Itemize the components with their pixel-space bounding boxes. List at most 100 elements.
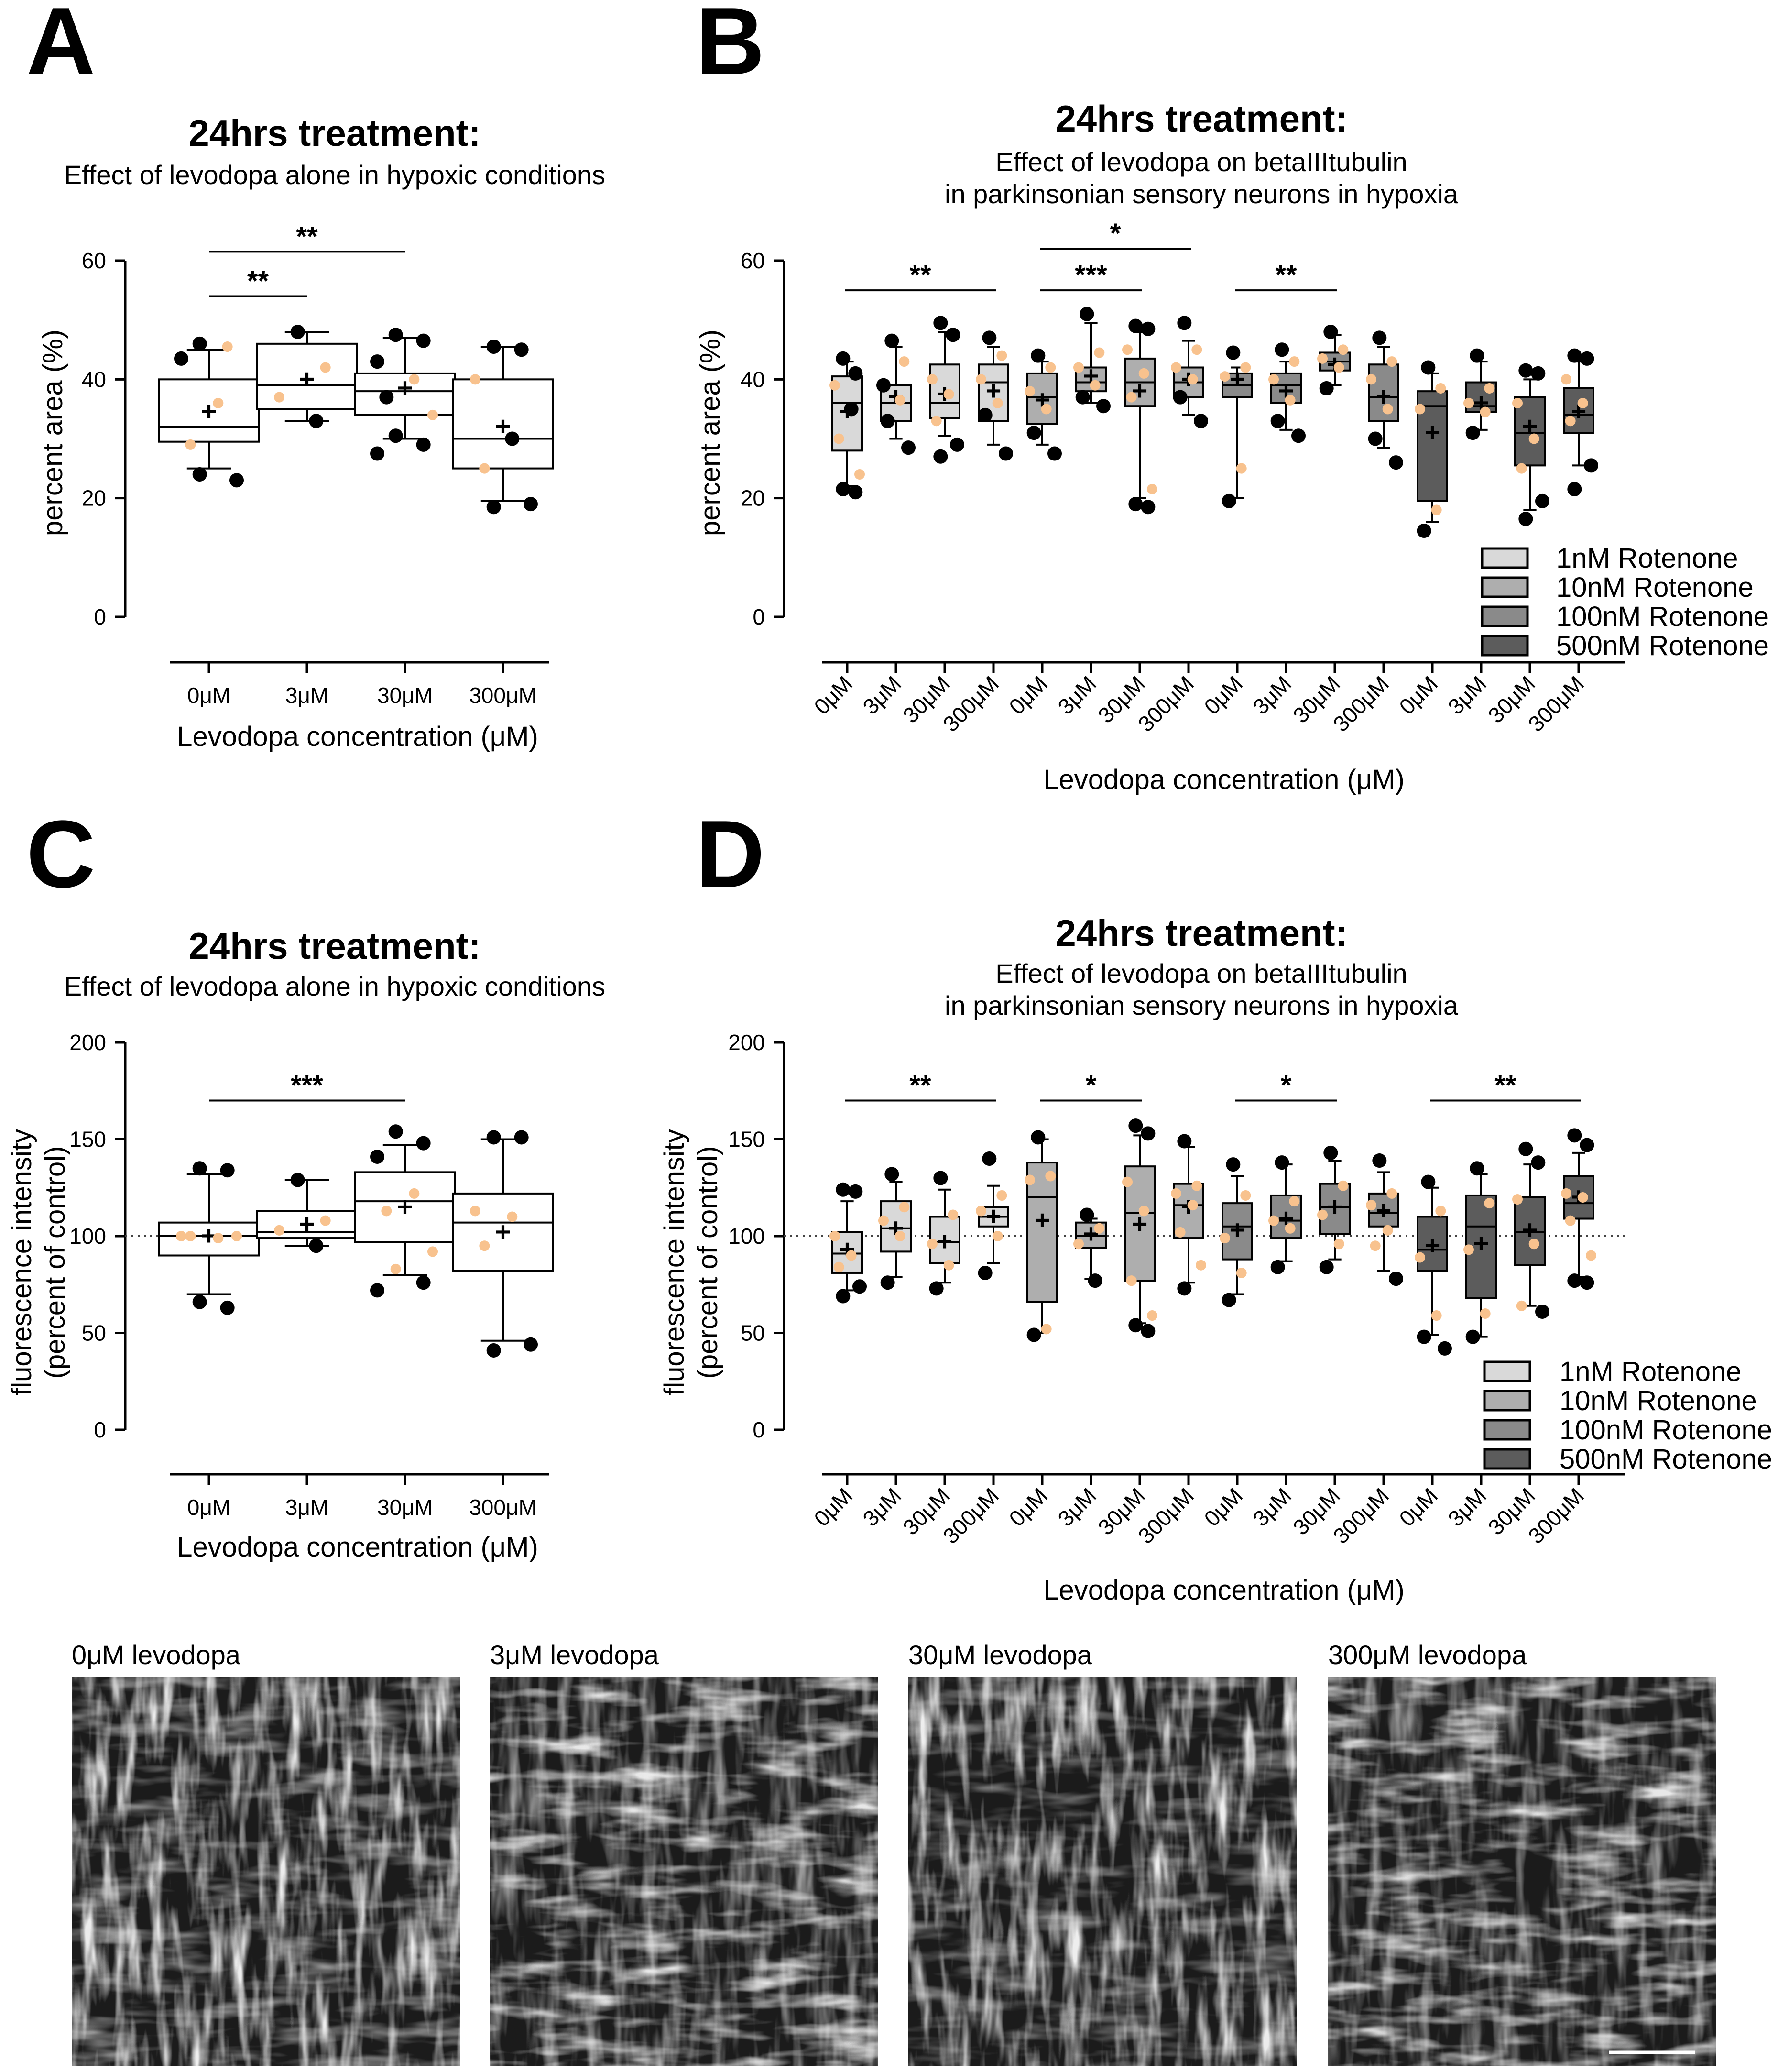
panel-letter-b: B xyxy=(696,0,764,95)
chart-b-data-point xyxy=(1090,380,1101,391)
chart-b-x-tick-label: 300μM xyxy=(1133,671,1199,736)
chart-d-data-point xyxy=(1366,1200,1376,1211)
chart-d-data-point xyxy=(1516,1300,1527,1311)
chart-c-data-point xyxy=(185,1231,196,1241)
chart-b-data-point xyxy=(1047,446,1062,461)
chart-d-data-point xyxy=(848,1184,863,1199)
chart-b-data-point xyxy=(1580,351,1594,366)
chart-c-data-point xyxy=(309,1239,324,1253)
chart-b-legend-label-2: 10nM Rotenone xyxy=(1556,572,1754,603)
micrograph-3 xyxy=(908,1677,1297,2066)
chart-d-data-point xyxy=(976,1206,986,1217)
chart-b-data-point xyxy=(829,380,840,391)
chart-d-data-point xyxy=(1480,1308,1491,1319)
chart-d-data-point xyxy=(992,1231,1003,1241)
chart-d-data-point xyxy=(1080,1207,1094,1222)
chart-b-legend-label-4: 500nM Rotenone xyxy=(1556,630,1769,661)
chart-b-data-point xyxy=(1041,404,1052,415)
chart-c-box xyxy=(452,1192,554,1272)
chart-a-data-point xyxy=(486,340,501,354)
chart-a-data-point xyxy=(309,414,324,428)
chart-c-data-point xyxy=(486,1343,501,1358)
chart-b-legend-swatch-4 xyxy=(1481,635,1529,657)
chart-b-data-point xyxy=(1080,307,1094,321)
chart-b-significance-label: * xyxy=(1110,218,1121,249)
chart-d-data-point xyxy=(1535,1304,1549,1319)
chart-d-y-tick-label: 200 xyxy=(728,1030,765,1055)
chart-d-data-point xyxy=(996,1190,1007,1201)
chart-b-y-tick-label: 20 xyxy=(741,486,765,511)
chart-b-data-point xyxy=(1141,321,1156,336)
chart-c-data-point xyxy=(416,1136,431,1151)
micrograph-title-4: 300μM levodopa xyxy=(1328,1640,1527,1670)
chart-d-data-point xyxy=(1531,1155,1546,1170)
chart-d-legend-swatch-2 xyxy=(1483,1390,1531,1412)
chart-d-y-tick-label: 100 xyxy=(728,1224,765,1249)
chart-b-data-point xyxy=(1045,362,1056,373)
chart-c-mean-marker: + xyxy=(495,1217,511,1247)
chart-b-y-tick-label: 0 xyxy=(753,604,765,629)
chart-d-data-point xyxy=(829,1231,840,1241)
chart-b-data-point xyxy=(1567,482,1582,497)
chart-d-data-point xyxy=(1073,1239,1084,1250)
chart-b-data-point xyxy=(1031,348,1046,363)
chart-b-data-point xyxy=(950,437,964,452)
chart-a-mean-marker: + xyxy=(299,363,315,394)
chart-c-data-point xyxy=(192,1161,207,1176)
chart-d-data-point xyxy=(884,1167,899,1182)
chart-d-data-point xyxy=(1370,1240,1381,1251)
chart-a-y-tick-label: 40 xyxy=(82,367,106,392)
chart-d-data-point xyxy=(1417,1329,1431,1344)
chart-d-data-point xyxy=(1415,1252,1425,1263)
chart-d-y-label-line-1: fluorescence intensity xyxy=(659,1129,690,1396)
chart-b-data-point xyxy=(1512,398,1523,408)
micrograph-1 xyxy=(72,1677,460,2066)
chart-b-x-tick-label: 3μM xyxy=(1443,671,1491,719)
chart-b-box xyxy=(1368,363,1399,422)
chart-c-data-point xyxy=(524,1337,538,1352)
chart-d-legend-swatch-1 xyxy=(1483,1360,1531,1382)
chart-d-mean-marker: + xyxy=(1035,1205,1050,1235)
chart-a-data-point xyxy=(320,362,331,373)
chart-c-data-point xyxy=(176,1231,186,1241)
chart-c: 24hrs treatment: Effect of levodopa alon… xyxy=(6,925,605,1563)
chart-c-mean-marker: + xyxy=(299,1209,315,1239)
chart-b-data-point xyxy=(1073,362,1084,373)
chart-b-legend-swatch-2 xyxy=(1481,576,1529,598)
chart-b-data-point xyxy=(1470,348,1484,363)
chart-d-data-point xyxy=(1561,1188,1571,1199)
chart-d-data-point xyxy=(836,1289,851,1304)
chart-a-data-point xyxy=(185,439,196,450)
chart-c-y-tick-label: 100 xyxy=(69,1224,106,1249)
chart-d-legend: 1nM Rotenone 10nM Rotenone 100nM Rotenon… xyxy=(1483,1356,1772,1475)
chart-d-data-point xyxy=(1275,1155,1289,1170)
chart-d-data-point xyxy=(933,1171,948,1185)
chart-b-data-point xyxy=(1565,416,1576,427)
chart-d-legend-swatch-4 xyxy=(1483,1448,1531,1470)
chart-b-data-point xyxy=(836,351,851,366)
chart-b-data-point xyxy=(1191,344,1202,355)
chart-b-data-point xyxy=(1528,433,1539,444)
chart-d-data-point xyxy=(1220,1233,1230,1244)
chart-d-data-point xyxy=(1421,1174,1436,1189)
chart-d-data-point xyxy=(1240,1190,1251,1201)
chart-b-data-point xyxy=(1561,374,1571,385)
chart-c-data-point xyxy=(427,1246,438,1257)
chart-c-title: 24hrs treatment: xyxy=(188,925,480,967)
chart-b-mean-marker: + xyxy=(1425,417,1440,447)
chart-b-data-point xyxy=(1431,504,1442,515)
chart-b-data-point xyxy=(1417,523,1431,538)
chart-d-data-point xyxy=(1026,1327,1041,1342)
chart-b-data-point xyxy=(1372,330,1387,345)
chart-b-data-point xyxy=(876,378,891,393)
chart-d-data-point xyxy=(1191,1180,1202,1191)
chart-b-subtitle-line-1: Effect of levodopa on betaIIItubulin xyxy=(995,147,1407,177)
chart-d-data-point xyxy=(1338,1180,1349,1191)
chart-c-subtitle: Effect of levodopa alone in hypoxic cond… xyxy=(64,971,605,1001)
panel-letter-d: D xyxy=(696,801,764,908)
chart-d-x-tick-label: 3μM xyxy=(1053,1483,1101,1531)
chart-b-data-point xyxy=(1226,345,1241,360)
chart-d-data-point xyxy=(943,1260,954,1271)
chart-a-significance-label: ** xyxy=(247,266,269,297)
